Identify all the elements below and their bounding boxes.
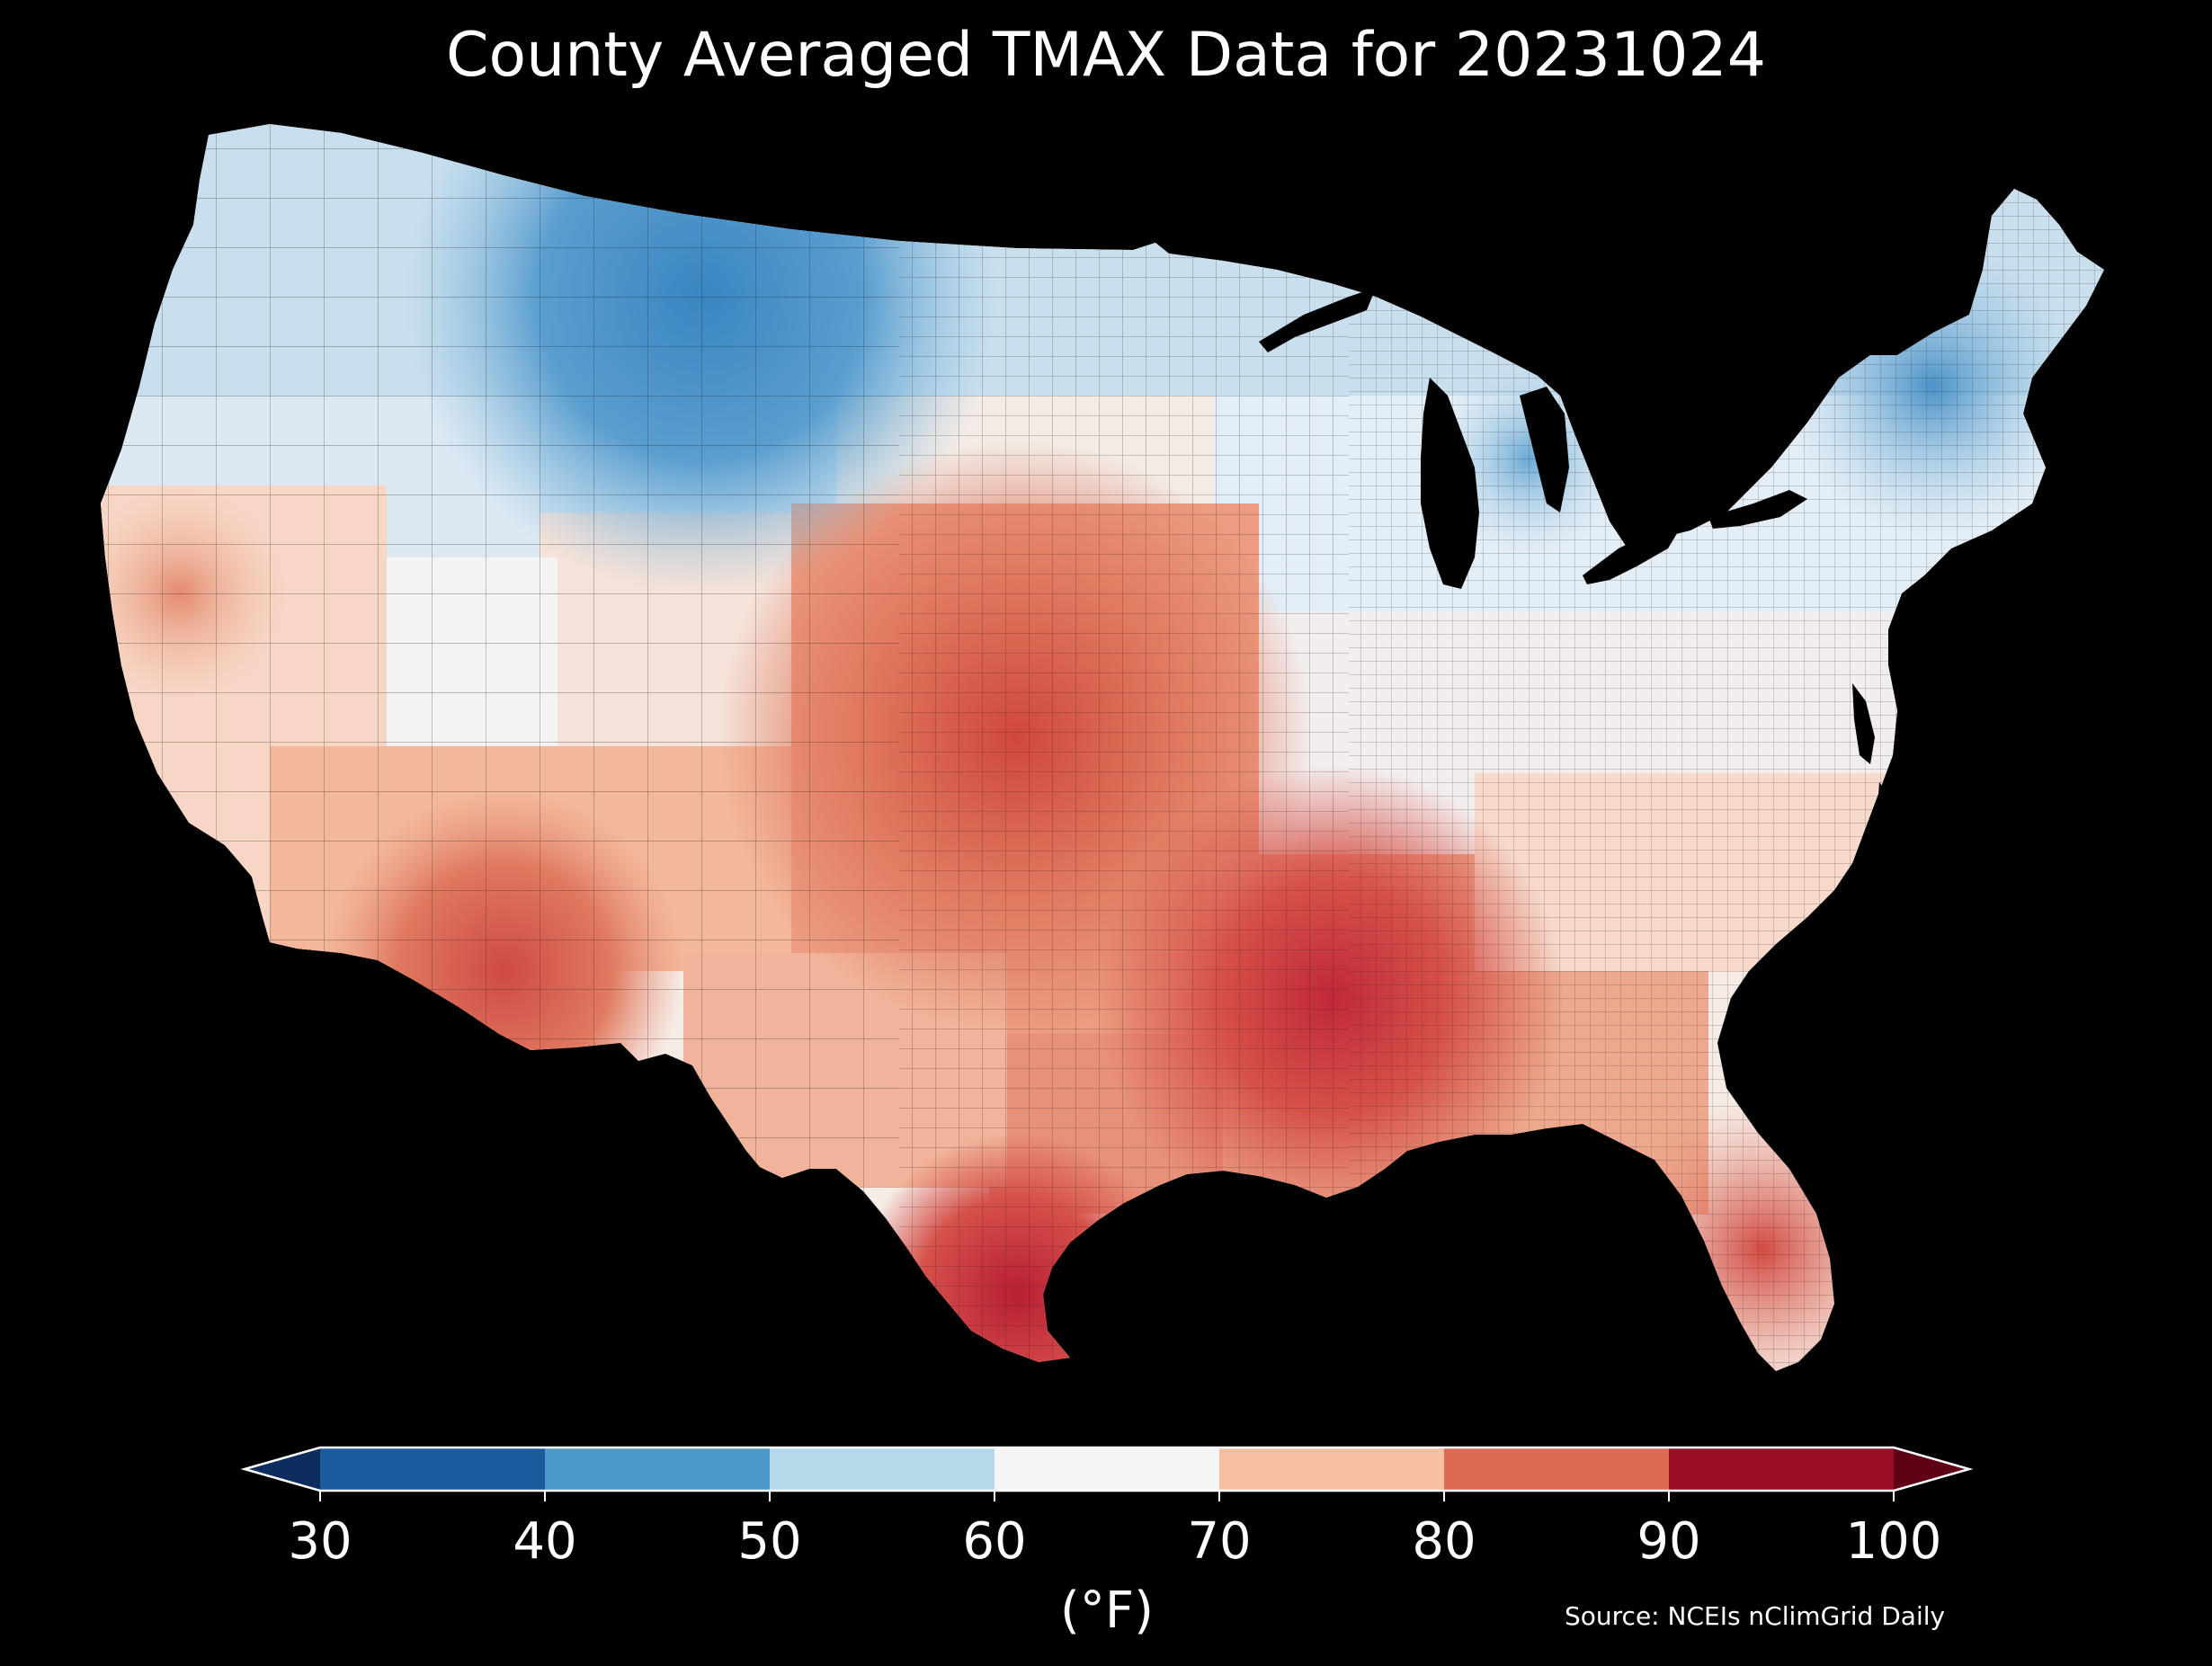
colorbar-under-triangle xyxy=(245,1448,320,1491)
colorbar-bin-80-90 xyxy=(1444,1448,1669,1491)
colorbar: 30 40 50 60 70 80 90 100 (°F) xyxy=(240,1446,1974,1640)
source-note: Source: NCEIs nClimGrid Daily xyxy=(1565,1601,1946,1631)
colorbar-over-triangle xyxy=(1894,1448,1969,1491)
colorbar-bin-70-80 xyxy=(1219,1448,1444,1491)
colorbar-unit-label: (°F) xyxy=(1060,1581,1154,1640)
colorbar-bin-50-60 xyxy=(770,1448,995,1491)
colorbar-tick-label: 40 xyxy=(513,1512,576,1571)
colorbar-bin-60-70 xyxy=(995,1448,1219,1491)
us-county-map xyxy=(101,124,2104,1371)
colorbar-tick-label: 60 xyxy=(962,1512,1026,1571)
colorbar-ticks xyxy=(319,1491,1895,1501)
map-title: County Averaged TMAX Data for 20231024 xyxy=(446,20,1766,91)
colorbar-tick-label: 80 xyxy=(1412,1512,1476,1571)
great-lakes xyxy=(1259,288,1807,589)
colorbar-tick-label: 70 xyxy=(1187,1512,1251,1571)
colorbar-bin-90-100 xyxy=(1669,1448,1894,1491)
colorbar-tick-label: 50 xyxy=(737,1512,801,1571)
colorbar-bin-40-50 xyxy=(545,1448,770,1491)
colorbar-tick-label: 30 xyxy=(288,1512,352,1571)
coastal-bays xyxy=(1852,683,1897,836)
colorbar-tick-label: 100 xyxy=(1846,1512,1942,1571)
colorbar-bin-30-40 xyxy=(320,1448,545,1491)
colorbar-tick-label: 90 xyxy=(1637,1512,1700,1571)
